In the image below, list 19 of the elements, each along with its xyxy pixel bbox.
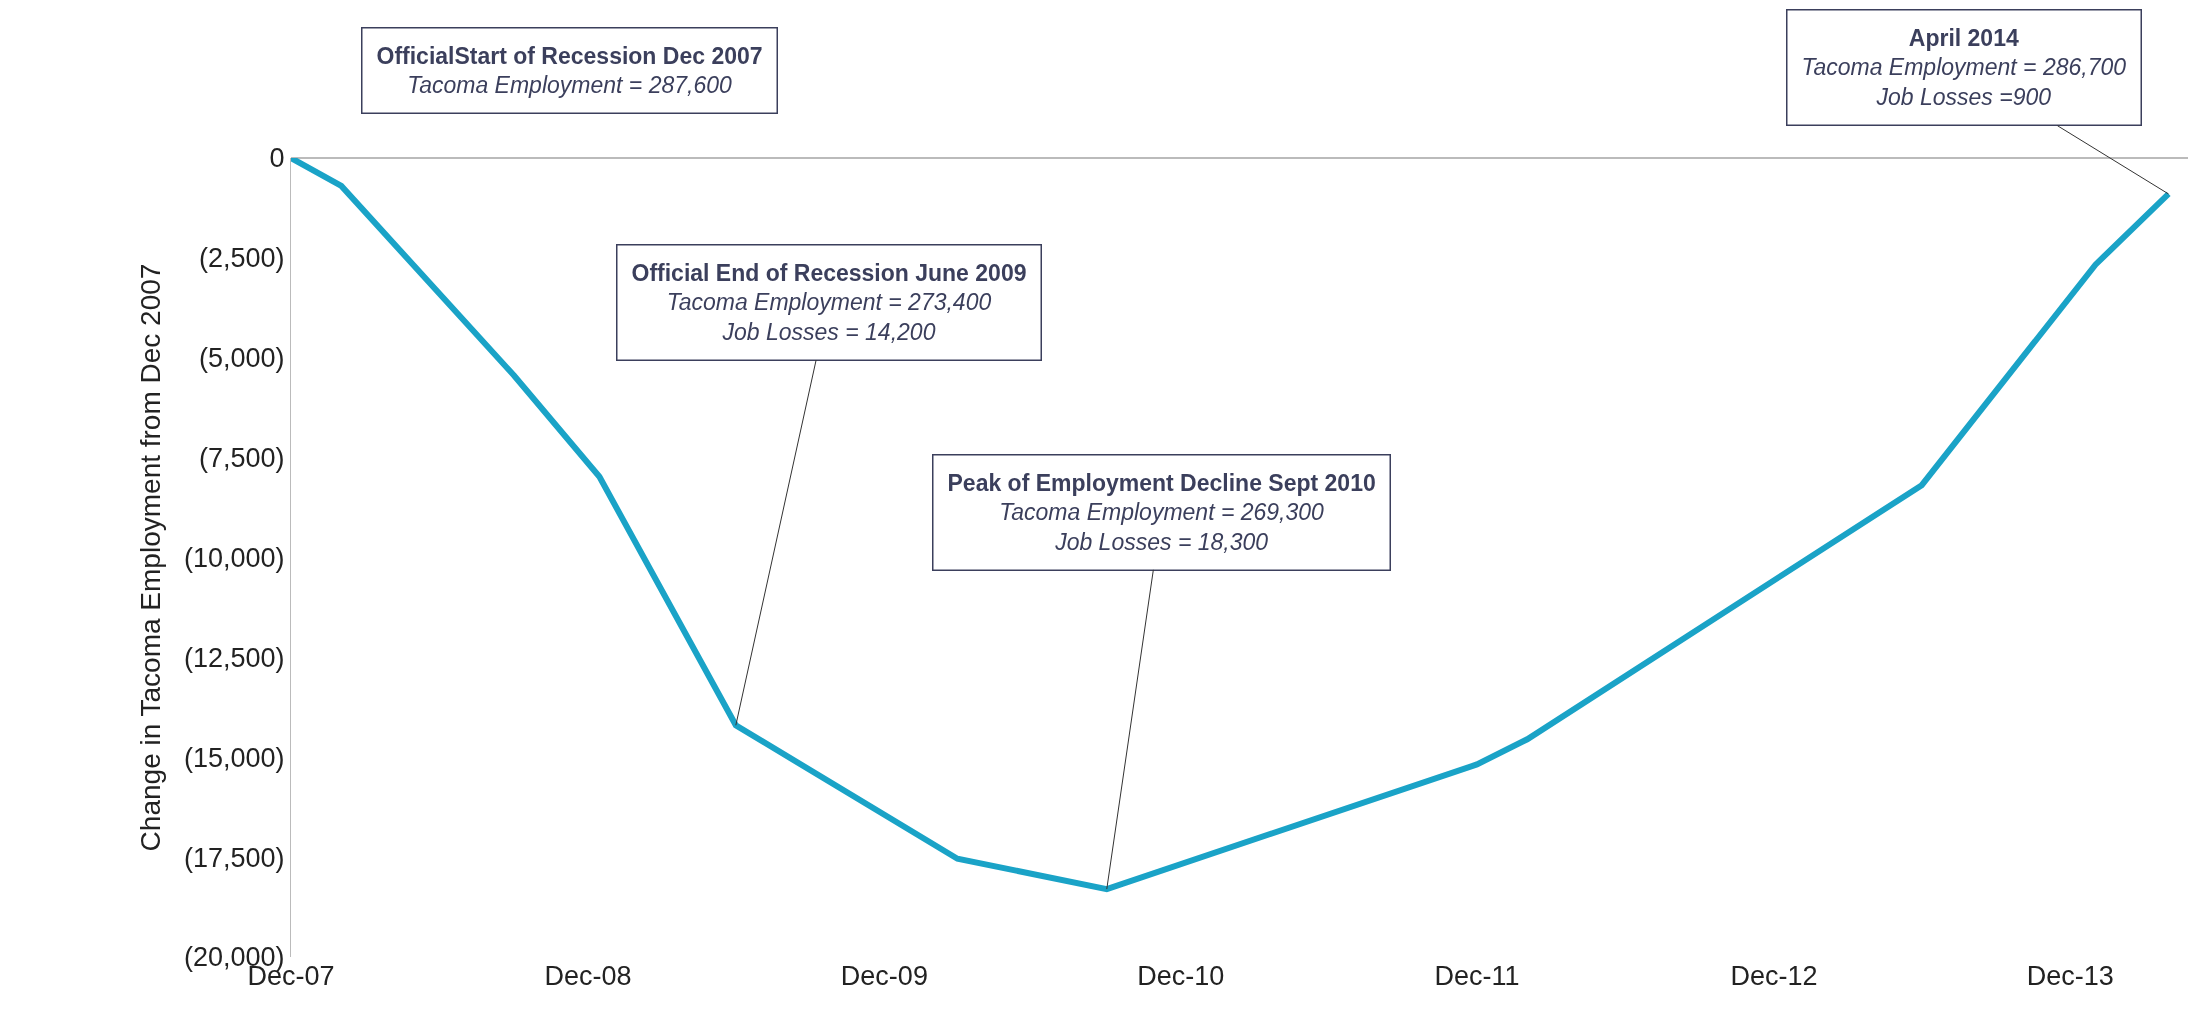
y-tick-label: 0 xyxy=(269,143,285,174)
y-tick-label: (7,500) xyxy=(199,443,285,474)
annotation: Official End of Recession June 2009 Tacoma Employment = 273,400 Job Losses = 14,200 xyxy=(631,259,1027,346)
y-tick-label: (10,000) xyxy=(184,542,285,573)
y-tick-label: (17,500) xyxy=(184,842,285,873)
x-tick-label: Dec-12 xyxy=(1730,961,1818,991)
x-tick-label: Dec-10 xyxy=(1137,961,1225,991)
x-tick-label: Dec-08 xyxy=(544,961,632,991)
text: OfficialStart of Recession Dec 2007 Tacoma Employment = 287,600 xyxy=(376,42,763,99)
annotation: April 2014 Tacoma Employment = 286,700 Job Losses =900 xyxy=(1801,24,2127,111)
y-tick-label: (2,500) xyxy=(199,243,285,274)
y-tick-label: (5,000) xyxy=(199,343,285,374)
annotation: Peak of Employment Decline Sept 2010 Tacoma Employment = 269,300 Job Losses = 18,300 xyxy=(947,469,1376,556)
x-tick-label: Dec-11 xyxy=(1434,961,1520,991)
y-axis-title: Change in Tacoma Employment from Dec 2007 xyxy=(134,263,166,852)
x-tick-label: Dec-09 xyxy=(840,961,928,991)
x-tick-label: Dec-13 xyxy=(2026,961,2114,991)
y-tick-label: (12,500) xyxy=(184,642,285,673)
y-tick-label: (15,000) xyxy=(184,742,285,773)
